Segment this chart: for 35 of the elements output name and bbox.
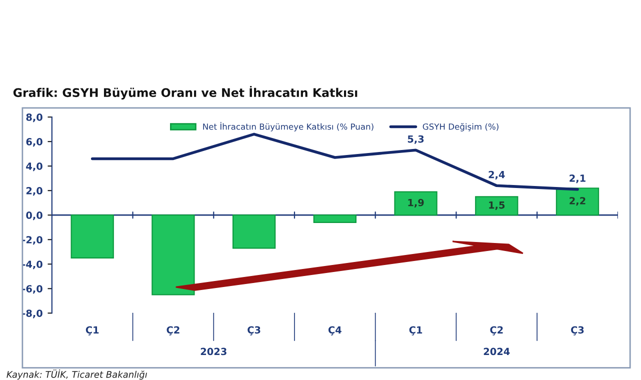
data-label: 2,4 <box>488 170 505 180</box>
data-label: 1,5 <box>489 201 505 210</box>
text: 2023 <box>200 348 226 356</box>
text: Kaynak: TÜİK, Ticaret Bakanlığı <box>6 369 147 380</box>
y-tick-label: 8,0 <box>26 114 42 122</box>
text: 2024 <box>484 348 510 356</box>
x-tick-label: Ç3 <box>571 326 584 336</box>
x-tick-label: Ç2 <box>490 326 503 336</box>
x-tick-label: Ç1 <box>86 326 99 336</box>
bar <box>556 188 600 216</box>
y-tick-label: -8,0 <box>22 310 42 318</box>
y-tick-label: -2,0 <box>22 236 42 245</box>
x-tick-label: Ç3 <box>248 326 260 336</box>
chart-title: Grafik: GSYH Büyüme Oranı ve Net İhracatın Katkısı <box>13 86 358 100</box>
bar <box>313 214 356 223</box>
y-tick-label: -6,0 <box>22 285 42 294</box>
y-tick-label: 4,0 <box>26 162 42 172</box>
bar <box>152 214 195 296</box>
x-tick-label: Ç4 <box>328 326 342 336</box>
x-tick-label: Ç1 <box>409 326 422 336</box>
data-label: 1,9 <box>408 198 424 208</box>
y-tick-label: 2,0 <box>26 187 42 196</box>
legend-label: Net İhracatın Büyümeye Katkısı (% Puan) <box>203 122 374 132</box>
y-tick-label: 6,0 <box>26 138 42 147</box>
y-tick-label: 0,0 <box>26 212 42 220</box>
bar <box>475 196 518 216</box>
legend-label: GSYH Değişim (%) <box>422 123 498 132</box>
bar <box>394 191 438 216</box>
data-label: 2,1 <box>570 174 586 184</box>
data-label: 2,2 <box>570 197 586 206</box>
bar <box>70 214 114 259</box>
bar <box>232 214 276 249</box>
x-tick-label: Ç2 <box>166 326 180 336</box>
y-tick-label: -4,0 <box>22 260 42 270</box>
data-label: 5,3 <box>408 135 424 144</box>
